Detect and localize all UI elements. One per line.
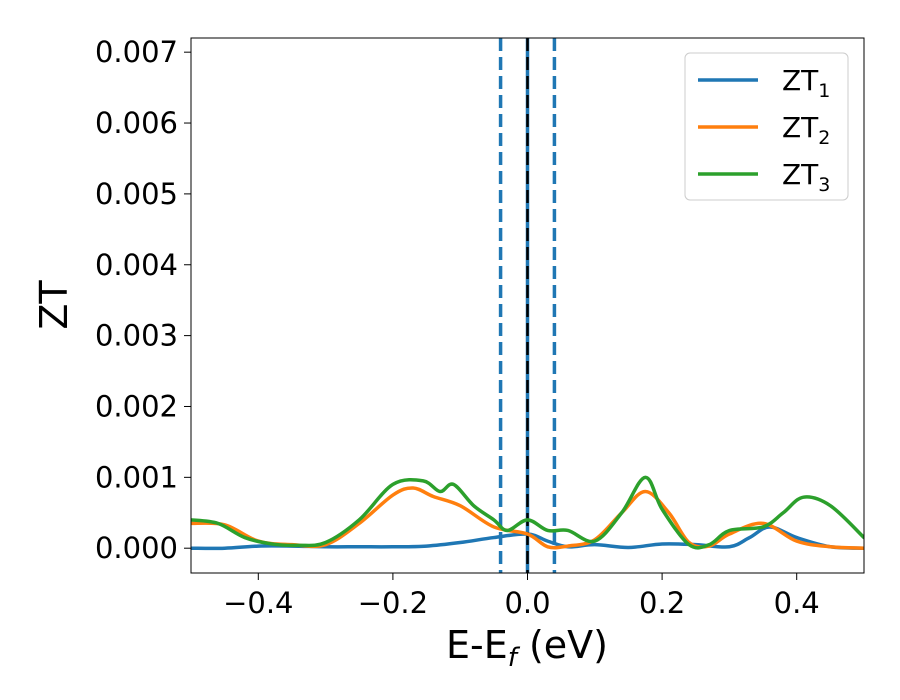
x-tick-label: 0.2 <box>639 586 685 620</box>
y-axis: 0.000 0.001 0.002 0.003 0.004 0.005 0.006 0.007 <box>95 35 191 565</box>
y-tick-label: 0.000 <box>95 531 178 565</box>
x-tick-label: 0.0 <box>504 586 550 620</box>
legend: ZT1 ZT2 ZT3 <box>684 52 849 201</box>
x-tick-label: 0.4 <box>774 586 820 620</box>
x-tick-label: −0.2 <box>358 586 428 620</box>
series-line-zt2 <box>191 486 864 550</box>
y-tick-label: 0.003 <box>95 319 178 353</box>
legend-label-zt2: ZT2 <box>782 111 830 149</box>
y-axis-title: ZT <box>32 280 76 330</box>
legend-label-zt3: ZT3 <box>782 158 830 196</box>
series-line-zt3 <box>191 475 864 550</box>
x-tick-label: −0.4 <box>223 586 293 620</box>
y-tick-label: 0.005 <box>95 177 178 211</box>
x-axis-title: E-Ef (eV) <box>446 623 608 673</box>
series-lines <box>191 475 864 551</box>
y-tick-label: 0.002 <box>95 389 178 423</box>
x-axis: −0.4 −0.2 0.0 0.2 0.4 <box>223 573 820 620</box>
y-tick-label: 0.004 <box>95 248 178 282</box>
y-tick-label: 0.006 <box>95 106 178 140</box>
reference-lines <box>498 38 557 573</box>
y-tick-label: 0.007 <box>95 35 178 69</box>
y-tick-label: 0.001 <box>95 460 178 494</box>
legend-label-zt1: ZT1 <box>782 64 830 102</box>
legend-box <box>684 52 849 201</box>
